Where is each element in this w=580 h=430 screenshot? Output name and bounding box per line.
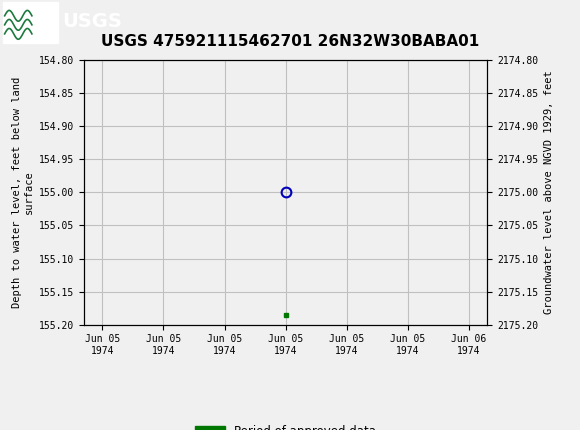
Text: USGS: USGS: [63, 12, 122, 31]
Legend: Period of approved data: Period of approved data: [190, 421, 381, 430]
Y-axis label: Depth to water level, feet below land
surface: Depth to water level, feet below land su…: [12, 77, 34, 308]
Y-axis label: Groundwater level above NGVD 1929, feet: Groundwater level above NGVD 1929, feet: [543, 71, 553, 314]
Bar: [3, 2, 58, 43]
Text: USGS 475921115462701 26N32W30BABA01: USGS 475921115462701 26N32W30BABA01: [101, 34, 479, 49]
